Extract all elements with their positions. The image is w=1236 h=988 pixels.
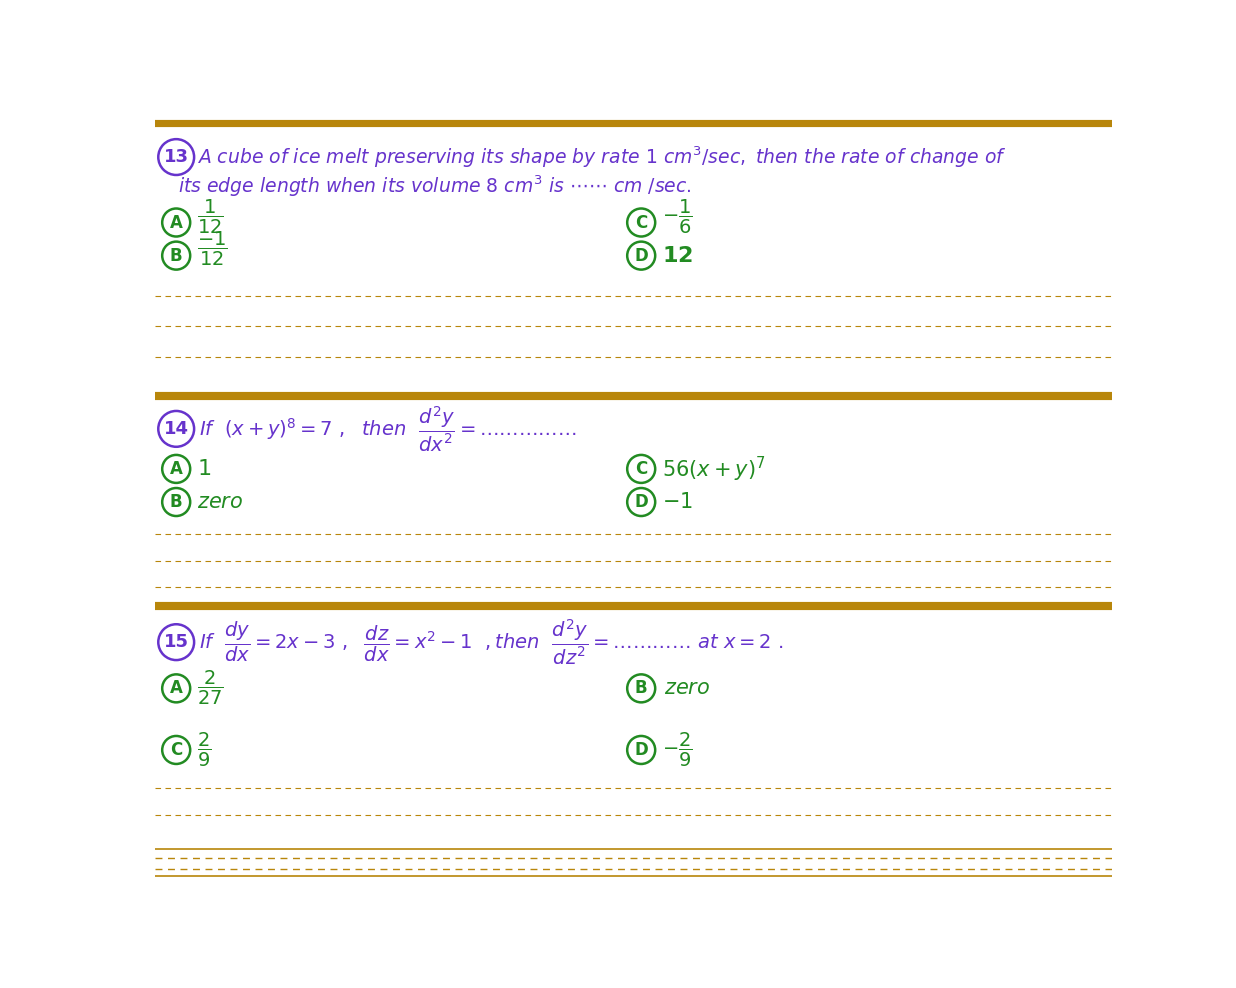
Text: B: B — [635, 680, 648, 698]
Text: D: D — [634, 247, 648, 265]
Text: B: B — [169, 247, 183, 265]
Text: C: C — [635, 459, 648, 478]
Text: A: A — [169, 459, 183, 478]
Text: $\it{zero}$: $\it{zero}$ — [197, 492, 243, 512]
Text: $\it{If}\ \ \dfrac{dy}{dx} = 2x-3\ ,\ \ \dfrac{dz}{dx} = x^2-1\ \ ,\it{then}\ \ : $\it{If}\ \ \dfrac{dy}{dx} = 2x-3\ ,\ \ … — [199, 618, 784, 667]
Text: $-\dfrac{2}{9}$: $-\dfrac{2}{9}$ — [662, 731, 693, 769]
Text: D: D — [634, 741, 648, 759]
Text: $1$: $1$ — [197, 458, 211, 479]
Text: $\dfrac{1}{12}$: $\dfrac{1}{12}$ — [197, 198, 224, 236]
Text: C: C — [171, 741, 183, 759]
Text: 15: 15 — [163, 633, 189, 651]
Text: $\it{zero}$: $\it{zero}$ — [665, 679, 711, 699]
Text: $56(x + y)^7$: $56(x + y)^7$ — [662, 454, 765, 483]
Text: 13: 13 — [163, 148, 189, 166]
Text: C: C — [635, 213, 648, 231]
Text: $\it{A\ cube\ of\ ice\ melt\ preserving\ its\ shape\ by\ rate\ 1\ cm^3/sec,\ the: $\it{A\ cube\ of\ ice\ melt\ preserving\… — [197, 144, 1006, 170]
Text: $\it{its\ edge\ length\ when\ its\ volume\ 8\ cm^3\ is\ \cdots\cdots\ cm\ /sec.}: $\it{its\ edge\ length\ when\ its\ volum… — [178, 174, 691, 199]
Text: D: D — [634, 493, 648, 511]
Text: A: A — [169, 680, 183, 698]
Text: $\it{If}\ \ (x+y)^8 = 7\ ,\ \ \it{then}\ \ \dfrac{d^2y}{dx^2}=\ldots\ldots\ldots: $\it{If}\ \ (x+y)^8 = 7\ ,\ \ \it{then}\… — [199, 404, 577, 453]
Text: $\dfrac{2}{9}$: $\dfrac{2}{9}$ — [197, 731, 211, 769]
Text: $\mathbf{12}$: $\mathbf{12}$ — [662, 246, 693, 266]
Text: $-1$: $-1$ — [662, 492, 693, 512]
Text: $\dfrac{2}{27}$: $\dfrac{2}{27}$ — [197, 669, 224, 707]
Text: 14: 14 — [163, 420, 189, 438]
Text: $\dfrac{-1}{12}$: $\dfrac{-1}{12}$ — [197, 230, 227, 269]
Text: A: A — [169, 213, 183, 231]
Text: B: B — [169, 493, 183, 511]
Text: $-\dfrac{1}{6}$: $-\dfrac{1}{6}$ — [662, 198, 693, 236]
